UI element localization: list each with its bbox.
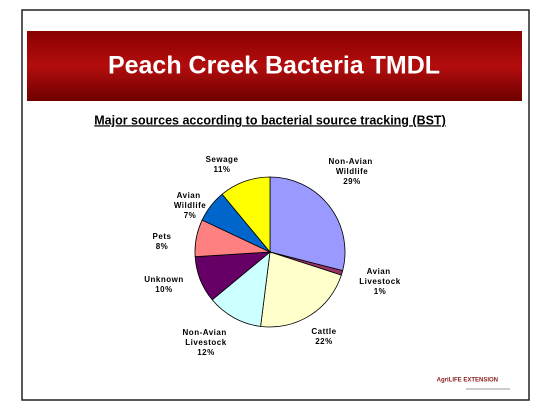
logo: AgriLIFE EXTENSION (437, 378, 498, 384)
slice-label: Non-Avian Livestock (183, 328, 230, 347)
slice-label: Non-Avian Wildlife (329, 157, 376, 176)
slice-label: Cattle (311, 327, 336, 336)
slice-value-label: 11% (213, 165, 230, 174)
slice-label: Pets (153, 232, 172, 241)
pie-slice (269, 176, 346, 272)
slide-title: Peach Creek Bacteria TMDL (108, 52, 440, 80)
slice-value-label: 8% (156, 242, 169, 251)
slice-value-label: 1% (374, 287, 387, 296)
slice-value-label: 29% (343, 177, 361, 186)
pie-slice (221, 176, 271, 254)
slice-value-label: 10% (155, 285, 173, 294)
slice-value-label: 12% (197, 348, 215, 357)
slice-label: Unknown (144, 275, 184, 284)
chart-title: Major sources according to bacterial sou… (94, 113, 445, 127)
slice-label: Avian Wildlife (174, 191, 206, 210)
title-bar (27, 31, 522, 101)
pie-slice (260, 251, 342, 328)
slice-value-label: 7% (184, 211, 197, 220)
slice-label: Avian Livestock (359, 267, 400, 286)
slice-value-label: 22% (315, 337, 333, 346)
slice-label: Sewage (206, 155, 239, 164)
